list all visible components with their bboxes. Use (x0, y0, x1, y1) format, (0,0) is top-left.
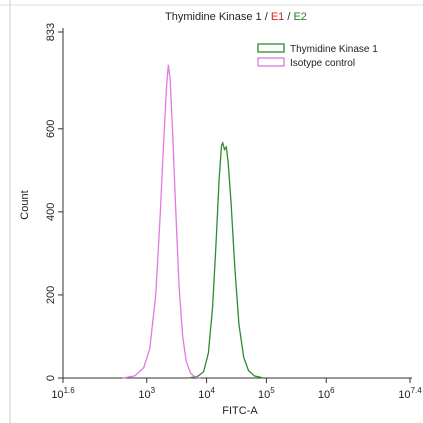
x-tick-power: 4 (210, 386, 215, 395)
title-part: E2 (293, 11, 306, 23)
x-axis-label: FITC-A (222, 405, 258, 417)
title-part: / (284, 11, 293, 23)
x-tick-label: 103 (138, 386, 155, 401)
x-tick-power: 6 (330, 386, 335, 395)
y-axis-label: Count (19, 190, 31, 219)
y-tick-label: 200 (45, 286, 57, 304)
x-tick-label: 106 (318, 386, 335, 401)
y-tick-label: 400 (45, 203, 57, 221)
y-tick-label: 0 (45, 375, 57, 381)
x-tick-base: 10 (258, 389, 270, 401)
x-tick-base: 10 (51, 389, 63, 401)
x-tick-label: 105 (258, 386, 275, 401)
legend-label: Isotype control (290, 58, 355, 69)
x-tick-power: 1.6 (64, 386, 76, 395)
x-tick-label: 107.4 (398, 386, 422, 401)
series-line (122, 64, 201, 379)
chart-title: Thymidine Kinase 1 / E1 / E2 (165, 11, 307, 23)
legend-swatch (257, 43, 285, 53)
x-tick-power: 3 (151, 386, 156, 395)
title-part: E1 (271, 11, 284, 23)
x-tick-base: 10 (318, 389, 330, 401)
y-tick-label: 600 (45, 120, 57, 138)
title-part: Thymidine Kinase 1 / (165, 11, 271, 23)
series-line (188, 141, 264, 379)
x-tick-label: 104 (198, 386, 215, 401)
x-tick-base: 10 (198, 389, 210, 401)
x-tick-base: 10 (398, 389, 410, 401)
x-tick-base: 10 (138, 389, 150, 401)
y-tick-label: 833 (45, 23, 57, 41)
x-tick-label: 101.6 (51, 386, 75, 401)
x-tick-power: 5 (270, 386, 275, 395)
x-tick-power: 7.4 (411, 386, 423, 395)
legend-label: Thymidine Kinase 1 (290, 44, 378, 55)
legend-swatch (257, 57, 285, 67)
